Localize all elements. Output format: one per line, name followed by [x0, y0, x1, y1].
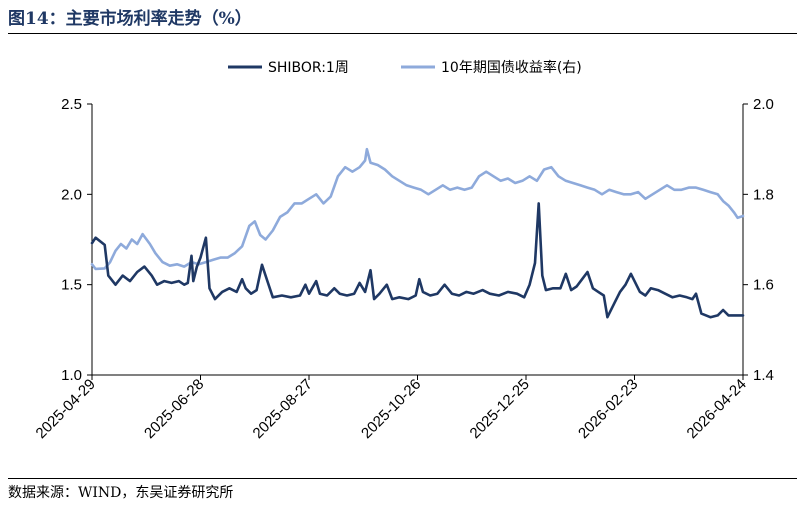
- figure-title: 图14：主要市场利率走势（%）: [8, 9, 252, 29]
- right-y-tick-label: 2.0: [753, 96, 774, 113]
- series-line-bond-yield: [90, 147, 745, 271]
- footer-rule: [8, 478, 797, 479]
- series-line-shibor: [90, 202, 745, 319]
- legend-label-bond-yield: 10年期国债收益率(右): [441, 59, 582, 76]
- left-y-tick-label: 1.5: [61, 277, 82, 294]
- left-y-tick-label: 2.5: [61, 96, 82, 113]
- right-y-tick-label: 1.8: [753, 186, 774, 203]
- axes: 1.0 1.5 2.0 2.5 1.4 1.6 1.8 2.0 2025-04-29 2025-0…: [33, 96, 774, 442]
- line-chart: 1.0 1.5 2.0 2.5 1.4 1.6 1.8 2.0 2025-04-29 2025-0…: [33, 59, 774, 442]
- title-rule: [8, 33, 797, 34]
- left-y-tick-label: 2.0: [61, 186, 82, 203]
- x-tick-label: 2026-04-24: [684, 376, 750, 442]
- left-y-tick-label: 1.0: [61, 367, 82, 384]
- legend-label-shibor: SHIBOR:1周: [268, 60, 349, 76]
- series-layer: [90, 147, 745, 319]
- x-tick-label: 2025-06-28: [141, 376, 207, 442]
- x-tick-label: 2025-08-27: [250, 376, 316, 442]
- x-tick-label: 2025-12-25: [467, 376, 533, 442]
- x-tick-label: 2025-10-26: [358, 376, 424, 442]
- right-y-tick-label: 1.6: [753, 277, 774, 294]
- x-tick-label: 2025-04-29: [33, 376, 99, 442]
- legend: SHIBOR:1周 10年期国债收益率(右): [228, 59, 582, 76]
- right-y-tick-label: 1.4: [753, 367, 774, 384]
- x-tick-label: 2026-02-23: [575, 376, 641, 442]
- source-note: 数据来源：WIND，东吴证券研究所: [8, 485, 234, 501]
